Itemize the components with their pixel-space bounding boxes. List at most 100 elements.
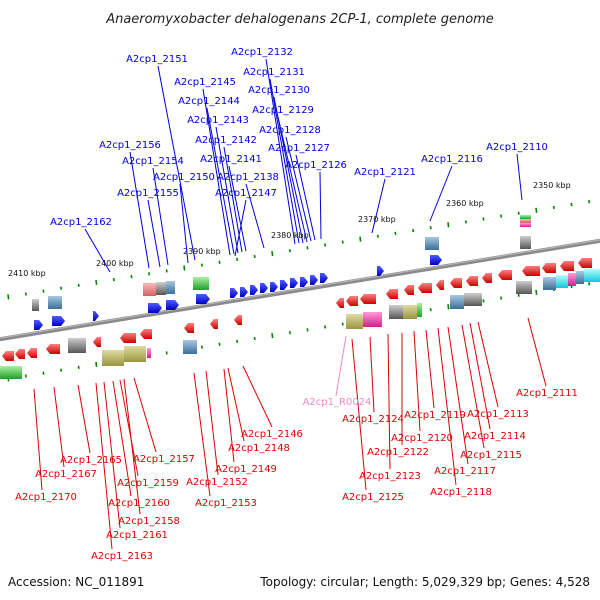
forward-gene-label[interactable]: A2cp1_2151 [126, 54, 188, 65]
reverse-gene-label[interactable]: A2cp1_2115 [460, 450, 522, 461]
reverse-gene-label[interactable]: A2cp1_2157 [133, 454, 195, 465]
reverse-gene-label[interactable]: A2cp1_2158 [118, 516, 180, 527]
reverse-gene-box [346, 314, 363, 329]
forward-leader-line [234, 199, 247, 257]
forward-gene-label[interactable]: A2cp1_2147 [215, 188, 277, 199]
reverse-gene-label[interactable]: A2cp1_2122 [367, 447, 429, 458]
reverse-gene-labels[interactable]: A2cp1_2111 A2cp1_2113 A2cp1_2114 A2cp1_2115… [15, 388, 578, 562]
reverse-gene-label[interactable]: A2cp1_2120 [391, 433, 453, 444]
forward-gene-label[interactable]: A2cp1_2110 [486, 142, 548, 153]
reverse-gene-label[interactable]: A2cp1_2118 [430, 487, 492, 498]
scale-tick [77, 283, 80, 287]
reverse-gene-label[interactable]: A2cp1_2148 [228, 443, 290, 454]
reverse-gene-label[interactable]: A2cp1_2125 [342, 492, 404, 503]
reverse-gene-arrow [120, 333, 136, 343]
scale-tick [42, 289, 45, 293]
forward-gene-box [520, 236, 531, 249]
forward-leader-line [319, 171, 322, 240]
forward-gene-label[interactable]: A2cp1_2132 [231, 47, 293, 58]
reverse-gene-box [68, 338, 86, 353]
forward-leader-lines [84, 58, 523, 273]
forward-gene-label[interactable]: A2cp1_2162 [50, 217, 112, 228]
reverse-gene-label[interactable]: A2cp1_2149 [215, 464, 277, 475]
forward-gene-label[interactable]: A2cp1_2127 [268, 143, 330, 154]
forward-gene-label[interactable]: A2cp1_2141 [200, 154, 262, 165]
forward-gene-label[interactable]: A2cp1_2130 [248, 85, 310, 96]
scale-tick [271, 250, 274, 257]
reverse-gene-arrow [560, 261, 574, 271]
forward-gene-label[interactable]: A2cp1_2142 [195, 135, 257, 146]
reverse-gene-label[interactable]: A2cp1_2170 [15, 492, 77, 503]
scale-tick [535, 207, 538, 213]
forward-gene-label[interactable]: A2cp1_2145 [174, 77, 236, 88]
reverse-gene-box [124, 346, 146, 362]
reverse-gene-label[interactable]: A2cp1_2153 [195, 498, 257, 509]
scale-tick [359, 236, 362, 242]
reverse-gene-label[interactable]: A2cp1_2113 [467, 409, 529, 420]
rna-gene-label[interactable]: A2cp1_R0024 [303, 397, 372, 408]
forward-gene-label[interactable]: A2cp1_2150 [153, 172, 215, 183]
reverse-leader-line [527, 317, 547, 387]
reverse-gene-label[interactable]: A2cp1_2117 [434, 466, 496, 477]
forward-gene-arrow [34, 320, 43, 330]
reverse-gene-label[interactable]: A2cp1_2123 [359, 471, 421, 482]
forward-gene-arrow [300, 277, 308, 287]
scale-tick [341, 240, 344, 244]
reverse-gene-label[interactable]: A2cp1_2159 [117, 478, 179, 489]
forward-gene-arrow [430, 255, 442, 265]
forward-gene-arrow [93, 311, 99, 321]
forward-gene-arrow [230, 288, 238, 298]
forward-gene-arrow [270, 282, 278, 292]
forward-gene-arrow [196, 294, 210, 304]
scale-tick [482, 217, 485, 221]
forward-leader-line [84, 228, 111, 273]
scale-tick [412, 228, 415, 233]
scale-tick [500, 214, 503, 218]
reverse-gene-label[interactable]: A2cp1_2163 [91, 551, 153, 562]
forward-gene-box [520, 215, 531, 219]
forward-gene-label[interactable]: A2cp1_2144 [178, 96, 240, 107]
reverse-gene-label[interactable]: A2cp1_2114 [464, 431, 526, 442]
reverse-gene-label[interactable]: A2cp1_2165 [60, 455, 122, 466]
scale-tick [517, 211, 520, 215]
scale-tick [570, 202, 573, 207]
forward-leader-line [157, 65, 196, 261]
forward-gene-label[interactable]: A2cp1_2138 [217, 172, 279, 183]
reverse-gene-label[interactable]: A2cp1_2167 [35, 469, 97, 480]
forward-gene-label[interactable]: A2cp1_2121 [354, 167, 416, 178]
reverse-gene-arrow [386, 289, 398, 299]
reverse-leader-line [369, 336, 375, 413]
reverse-gene-label[interactable]: A2cp1_2146 [241, 429, 303, 440]
forward-gene-label[interactable]: A2cp1_2128 [259, 125, 321, 136]
forward-gene-label[interactable]: A2cp1_2129 [252, 105, 314, 116]
reverse-gene-label[interactable]: A2cp1_2124 [342, 414, 404, 425]
reverse-leader-line [242, 365, 273, 428]
forward-gene-label[interactable]: A2cp1_2156 [99, 140, 161, 151]
reverse-gene-label[interactable]: A2cp1_2160 [108, 498, 170, 509]
forward-gene-label[interactable]: A2cp1_2116 [421, 154, 483, 165]
forward-gene-box [156, 282, 166, 295]
reverse-gene-arrow [360, 294, 376, 304]
reverse-gene-label[interactable]: A2cp1_2152 [186, 477, 248, 488]
forward-leader-line [265, 58, 296, 245]
reverse-gene-arrow [336, 298, 344, 308]
reverse-leader-line [77, 384, 91, 454]
forward-gene-label[interactable]: A2cp1_2126 [285, 160, 347, 171]
forward-gene-label[interactable]: A2cp1_2154 [122, 156, 184, 167]
reverse-gene-arrow [210, 319, 218, 329]
scale-tick [130, 275, 133, 279]
forward-gene-box [48, 296, 62, 309]
reverse-gene-label[interactable]: A2cp1_2111 [516, 388, 578, 399]
forward-gene-label[interactable]: A2cp1_2131 [243, 67, 305, 78]
forward-gene-label[interactable]: A2cp1_2155 [117, 188, 179, 199]
reverse-gene-label[interactable]: A2cp1_2161 [106, 530, 168, 541]
forward-gene-label[interactable]: A2cp1_2143 [187, 115, 249, 126]
scale-tick-label: 2350 kbp [533, 181, 571, 190]
rna-gene-labels[interactable]: A2cp1_R0024 [303, 335, 372, 408]
reverse-gene-label[interactable]: A2cp1_2119 [404, 410, 466, 421]
reverse-strand-features [0, 258, 600, 379]
forward-gene-box [143, 283, 156, 296]
forward-gene-box [520, 223, 531, 227]
